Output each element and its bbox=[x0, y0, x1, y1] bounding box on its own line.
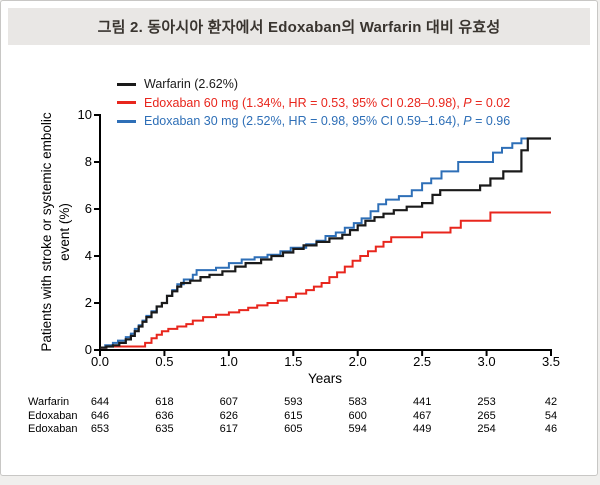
risk-value: 636 bbox=[155, 410, 174, 422]
risk-value: 605 bbox=[284, 423, 303, 435]
risk-value: 600 bbox=[348, 410, 367, 422]
risk-value: 626 bbox=[219, 410, 239, 422]
x-tick-label: 3.0 bbox=[477, 354, 496, 369]
risk-value: 646 bbox=[90, 410, 110, 422]
series-edoxaban-60-mg bbox=[100, 211, 551, 349]
x-axis-label: Years bbox=[307, 371, 343, 386]
x-tick-label: 0.0 bbox=[90, 354, 110, 369]
legend-label-edoxaban60: Edoxaban 60 mg (1.34%, HR = 0.53, 95% CI… bbox=[144, 95, 511, 110]
risk-row-label: Edoxaban bbox=[28, 410, 78, 422]
risk-value: 42 bbox=[544, 396, 558, 408]
y-tick-label: 8 bbox=[84, 154, 92, 169]
risk-value: 254 bbox=[477, 423, 496, 435]
y-tick-label: 10 bbox=[77, 107, 92, 122]
risk-value: 441 bbox=[412, 396, 432, 408]
risk-value: 617 bbox=[219, 423, 239, 435]
edoxaban60-line-swatch bbox=[117, 101, 136, 105]
risk-value: 615 bbox=[284, 410, 303, 422]
y-tick-label: 2 bbox=[84, 295, 92, 310]
edoxaban30-line-swatch bbox=[117, 119, 136, 123]
risk-value: 593 bbox=[284, 396, 303, 408]
risk-value: 54 bbox=[544, 410, 558, 422]
risk-value: 46 bbox=[544, 423, 558, 435]
legend-item-warfarin: Warfarin (2.62%) bbox=[117, 75, 510, 94]
risk-value: 467 bbox=[412, 410, 432, 422]
risk-value: 253 bbox=[477, 396, 496, 408]
risk-value: 594 bbox=[348, 423, 367, 435]
risk-row-label: Warfarin bbox=[28, 396, 70, 408]
risk-value: 449 bbox=[412, 423, 432, 435]
chart-legend: Warfarin (2.62%) Edoxaban 60 mg (1.34%, … bbox=[117, 75, 510, 131]
series-warfarin bbox=[100, 137, 551, 349]
risk-value: 618 bbox=[155, 396, 174, 408]
y-tick-label: 6 bbox=[84, 201, 92, 216]
risk-value: 653 bbox=[90, 423, 110, 435]
risk-value: 265 bbox=[477, 410, 496, 422]
x-tick-label: 3.5 bbox=[541, 354, 561, 369]
legend-label-edoxaban30: Edoxaban 30 mg (2.52%, HR = 0.98, 95% CI… bbox=[144, 114, 511, 129]
x-tick-label: 2.5 bbox=[413, 354, 432, 369]
risk-value: 635 bbox=[155, 423, 174, 435]
risk-value: 583 bbox=[348, 396, 367, 408]
x-tick-label: 2.0 bbox=[348, 354, 367, 369]
legend-label-warfarin: Warfarin (2.62%) bbox=[144, 77, 239, 92]
legend-item-edoxaban60: Edoxaban 60 mg (1.34%, HR = 0.53, 95% CI… bbox=[117, 94, 510, 113]
legend-item-edoxaban30: Edoxaban 30 mg (2.52%, HR = 0.98, 95% CI… bbox=[117, 112, 510, 131]
figure-title-bar: 그림 2. 동아시아 환자에서 Edoxaban의 Warfarin 대비 유효… bbox=[8, 8, 590, 45]
x-tick-label: 1.5 bbox=[284, 354, 303, 369]
figure-title: 그림 2. 동아시아 환자에서 Edoxaban의 Warfarin 대비 유효… bbox=[97, 19, 501, 36]
warfarin-line-swatch bbox=[117, 82, 136, 86]
risk-value: 607 bbox=[219, 396, 239, 408]
x-tick-label: 1.0 bbox=[219, 354, 238, 369]
y-axis-label: Patients with stroke or systemic embolic… bbox=[39, 112, 72, 352]
risk-row-label: Edoxaban bbox=[28, 423, 78, 435]
y-tick-label: 0 bbox=[84, 342, 92, 357]
series-edoxaban-30-mg bbox=[100, 137, 551, 349]
x-tick-label: 0.5 bbox=[155, 354, 174, 369]
y-tick-label: 4 bbox=[84, 248, 92, 263]
risk-value: 644 bbox=[90, 396, 110, 408]
